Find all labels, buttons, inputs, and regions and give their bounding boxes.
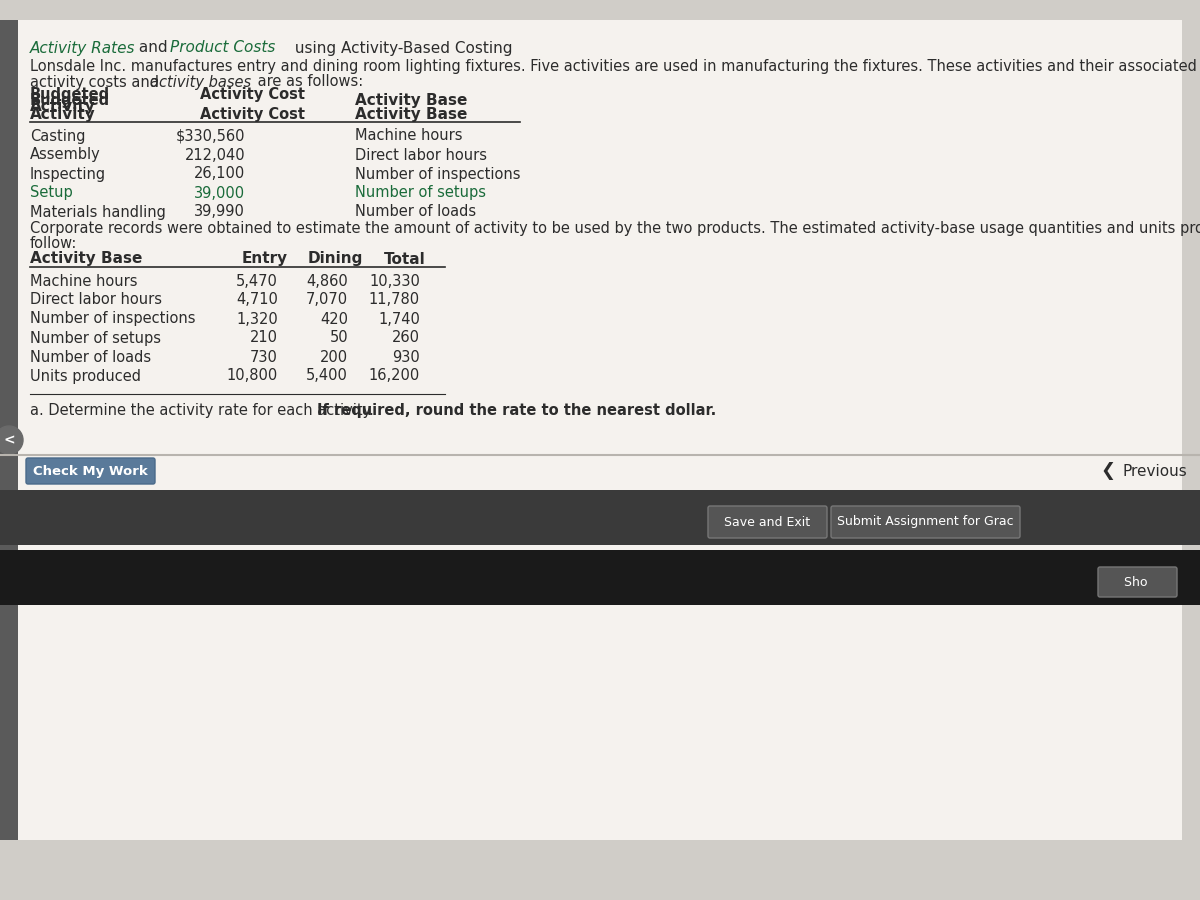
Text: Setup: Setup [30,185,73,201]
Text: Product Costs: Product Costs [170,40,275,56]
Text: Number of loads: Number of loads [355,204,476,220]
Text: Activity Rates: Activity Rates [30,40,136,56]
Text: Activity Base: Activity Base [30,251,143,266]
Text: Budgeted: Budgeted [30,93,110,107]
Text: and: and [134,40,173,56]
Text: Save and Exit: Save and Exit [724,516,810,528]
Text: If required, round the rate to the nearest dollar.: If required, round the rate to the neare… [317,402,716,418]
Text: 420: 420 [320,311,348,327]
Text: Number of inspections: Number of inspections [30,311,196,327]
Text: Direct labor hours: Direct labor hours [30,292,162,308]
Text: Check My Work: Check My Work [32,464,148,478]
Text: activity costs and: activity costs and [30,75,163,89]
Text: Number of setups: Number of setups [30,330,161,346]
Text: 26,100: 26,100 [193,166,245,182]
Text: Activity: Activity [30,98,96,113]
Text: 50: 50 [329,330,348,346]
FancyBboxPatch shape [1098,567,1177,597]
Text: 210: 210 [250,330,278,346]
Text: follow:: follow: [30,237,77,251]
Text: 730: 730 [250,349,278,364]
Text: $330,560: $330,560 [175,129,245,143]
Text: Activity Cost: Activity Cost [200,107,305,122]
Text: Machine hours: Machine hours [30,274,138,289]
Text: Activity Base: Activity Base [355,107,467,122]
Text: Direct labor hours: Direct labor hours [355,148,487,163]
Text: 10,800: 10,800 [227,368,278,383]
Text: Previous: Previous [1123,464,1187,479]
Text: 212,040: 212,040 [185,148,245,163]
Text: 5,470: 5,470 [236,274,278,289]
FancyBboxPatch shape [18,90,618,125]
FancyBboxPatch shape [830,506,1020,538]
Text: 39,000: 39,000 [194,185,245,201]
Text: Number of setups: Number of setups [355,185,486,201]
Text: activity bases: activity bases [150,75,251,89]
Text: Activity: Activity [30,107,96,122]
Text: Budgeted: Budgeted [30,86,110,102]
Text: <: < [4,433,14,447]
Text: 4,710: 4,710 [236,292,278,308]
Text: Activity Base: Activity Base [355,93,467,107]
Text: 4,860: 4,860 [306,274,348,289]
FancyBboxPatch shape [708,506,827,538]
FancyBboxPatch shape [26,458,155,484]
Text: using Activity-Based Costing: using Activity-Based Costing [290,40,512,56]
Text: Assembly: Assembly [30,148,101,163]
Text: Machine hours: Machine hours [355,129,462,143]
Text: Sho: Sho [1124,575,1150,589]
Text: Total: Total [384,251,426,266]
Text: 7,070: 7,070 [306,292,348,308]
Text: 200: 200 [320,349,348,364]
FancyBboxPatch shape [0,20,18,840]
Text: Submit Assignment for Grac: Submit Assignment for Grac [836,516,1013,528]
Text: 16,200: 16,200 [368,368,420,383]
Text: are as follows:: are as follows: [253,75,364,89]
FancyBboxPatch shape [18,20,1182,840]
Text: Materials handling: Materials handling [30,204,166,220]
Circle shape [0,426,23,454]
FancyBboxPatch shape [0,490,1200,545]
Text: 1,320: 1,320 [236,311,278,327]
Text: Units produced: Units produced [30,368,142,383]
Text: 11,780: 11,780 [368,292,420,308]
Text: 39,990: 39,990 [194,204,245,220]
Text: Activity Cost: Activity Cost [200,86,305,102]
Text: 1,740: 1,740 [378,311,420,327]
Text: 930: 930 [392,349,420,364]
Text: a. Determine the activity rate for each activity.: a. Determine the activity rate for each … [30,402,378,418]
Text: Dining: Dining [307,251,362,266]
Text: Entry: Entry [242,251,288,266]
Text: Inspecting: Inspecting [30,166,106,182]
Text: Lonsdale Inc. manufactures entry and dining room lighting fixtures. Five activit: Lonsdale Inc. manufactures entry and din… [30,59,1200,75]
FancyBboxPatch shape [0,550,1200,605]
Text: ❮: ❮ [1100,462,1116,480]
Text: Number of loads: Number of loads [30,349,151,364]
Text: Casting: Casting [30,129,85,143]
Text: Number of inspections: Number of inspections [355,166,521,182]
Text: 260: 260 [392,330,420,346]
Text: Corporate records were obtained to estimate the amount of activity to be used by: Corporate records were obtained to estim… [30,221,1200,237]
Text: 10,330: 10,330 [370,274,420,289]
Text: 5,400: 5,400 [306,368,348,383]
